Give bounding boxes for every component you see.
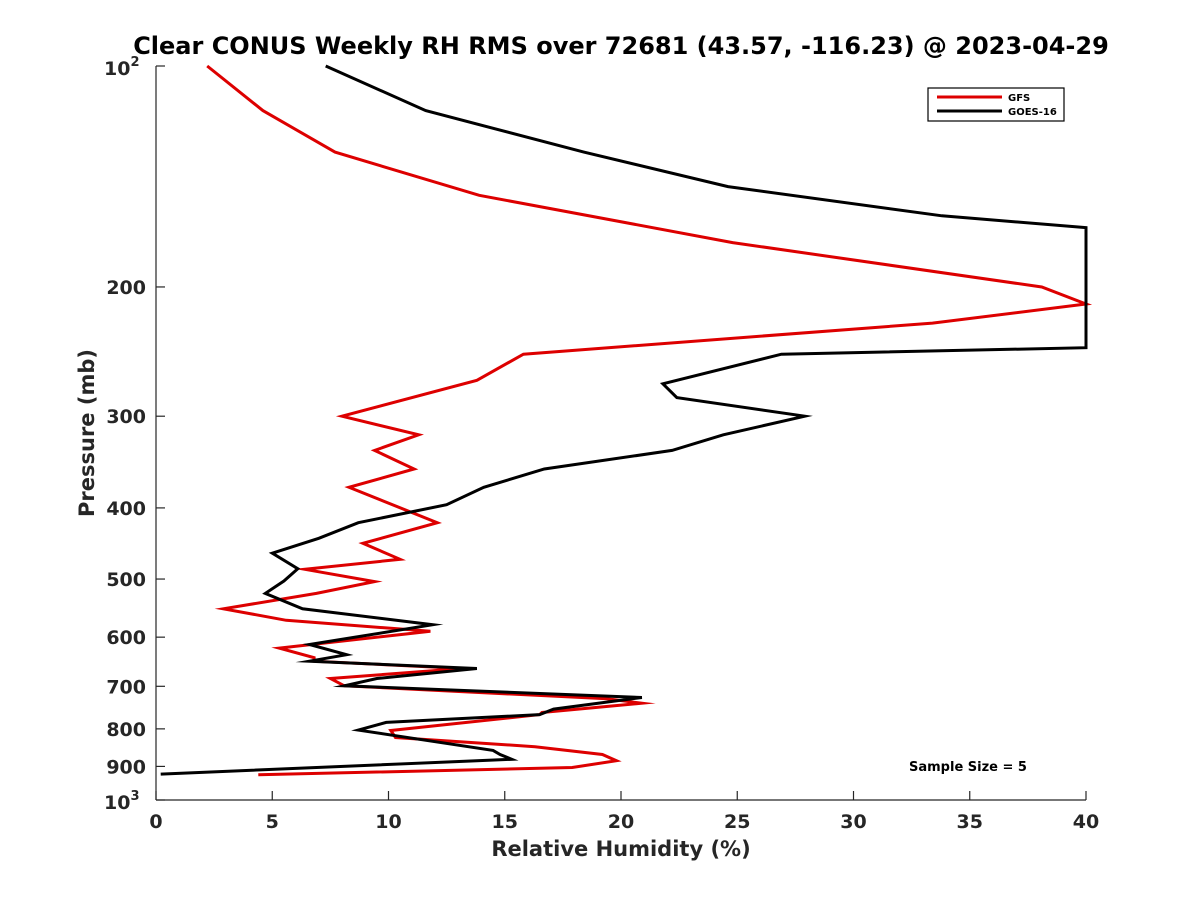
x-tick-label: 15: [492, 811, 518, 833]
y-axis-label: Pressure (mb): [75, 349, 99, 517]
x-tick-label: 25: [724, 811, 750, 833]
legend-label-goes16: GOES-16: [1008, 107, 1057, 118]
x-tick-label: 40: [1073, 811, 1099, 833]
series-layer: [160, 64, 1093, 777]
y-tick-label: 800: [106, 719, 146, 741]
x-tick-label: 10: [375, 811, 401, 833]
legend-label-gfs: GFS: [1008, 93, 1030, 104]
x-tick-label: 20: [608, 811, 634, 833]
y-tick-label: 700: [106, 676, 146, 698]
y-tick-label: 900: [106, 756, 146, 778]
x-tick-label: 0: [149, 811, 162, 833]
series-line-goes16: [160, 64, 1088, 776]
x-tick-label: 30: [840, 811, 866, 833]
legend: GFS GOES-16: [927, 87, 1065, 122]
y-tick-label: 102: [104, 55, 140, 80]
y-tick-label: 103: [104, 789, 140, 814]
x-tick-label: 35: [957, 811, 983, 833]
x-axis-label: Relative Humidity (%): [491, 837, 750, 861]
y-tick-label: 600: [106, 627, 146, 649]
y-tick-label: 500: [106, 569, 146, 591]
axes-layer: 0 5 10 15 20 25 30 35 40 102 200 300 400 500 600 700 800…: [104, 55, 1099, 833]
y-tick-label: 200: [106, 277, 146, 299]
legend-box: [927, 87, 1065, 122]
x-tick-label: 5: [266, 811, 279, 833]
sample-size-annotation: Sample Size = 5: [909, 760, 1027, 775]
chart-title: Clear CONUS Weekly RH RMS over 72681 (43…: [133, 32, 1109, 60]
y-tick-label: 300: [106, 406, 146, 428]
series-line-gfs: [206, 64, 1093, 777]
y-tick-label: 400: [106, 498, 146, 520]
